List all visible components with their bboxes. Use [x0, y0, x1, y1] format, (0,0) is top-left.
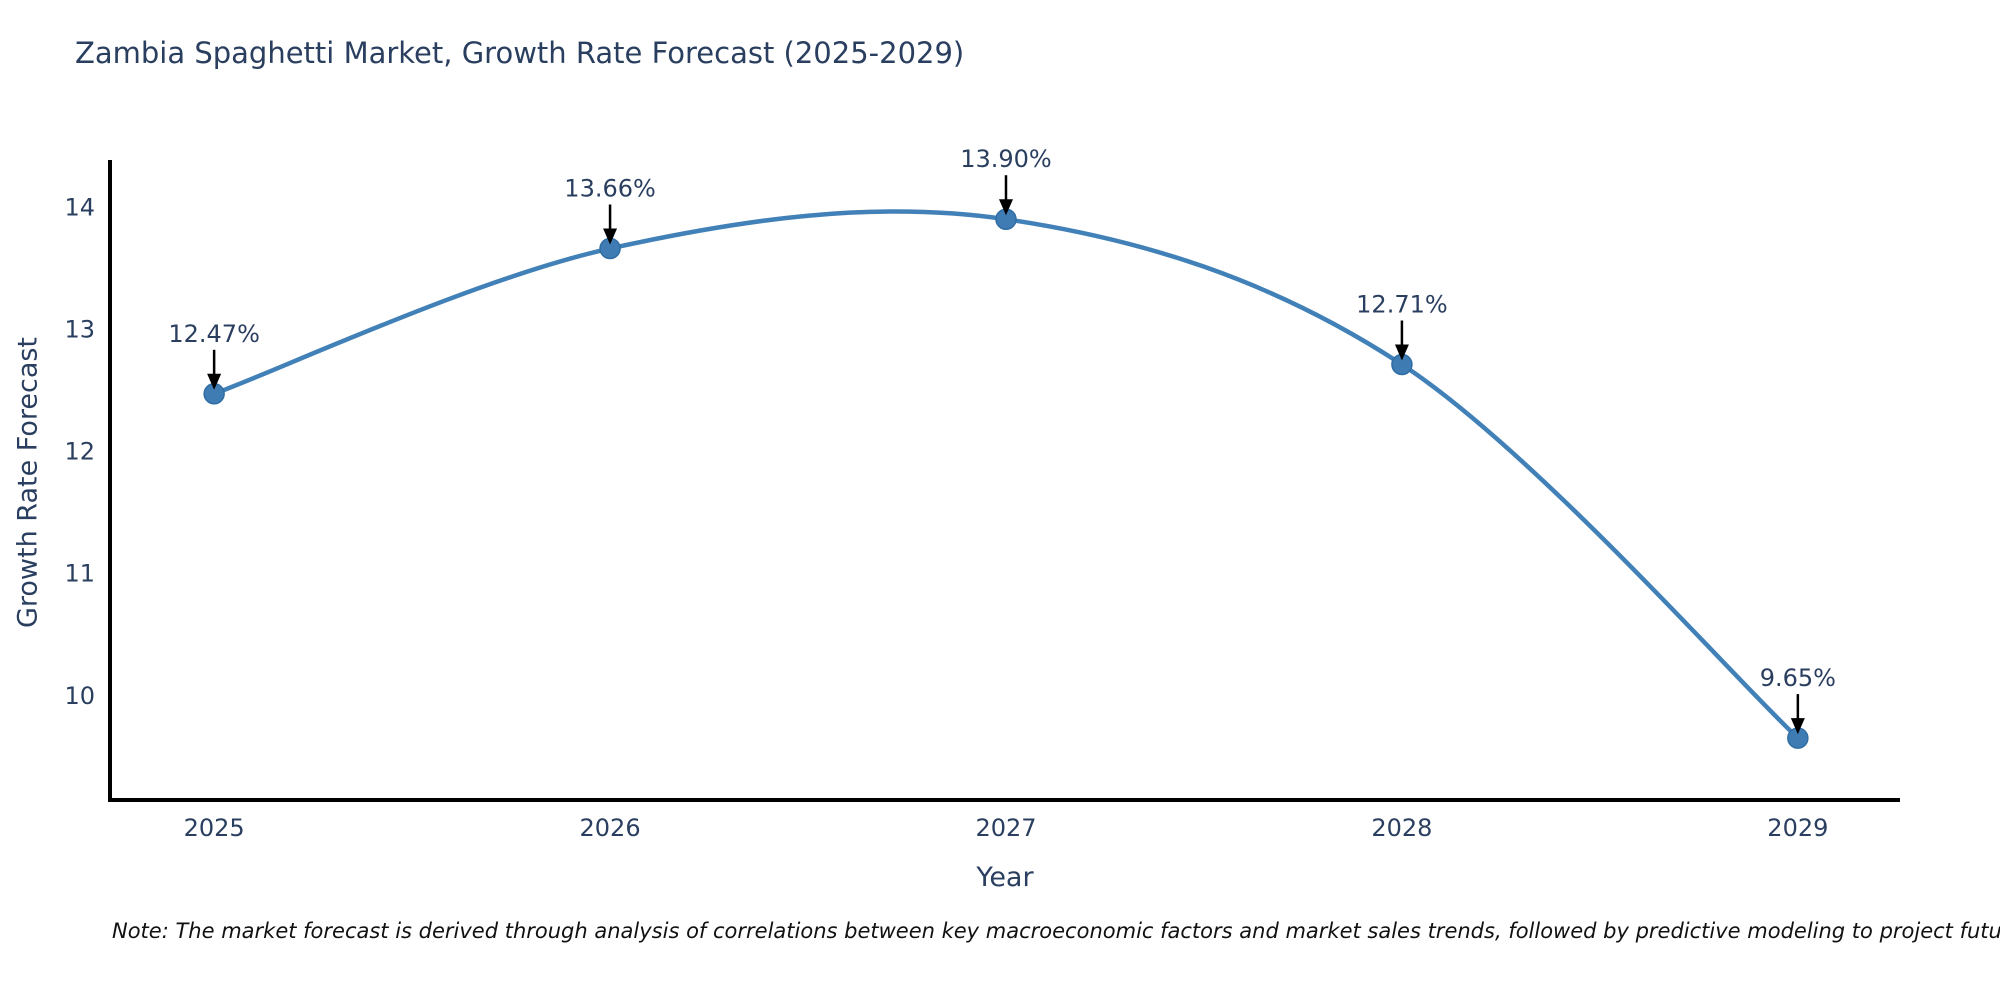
y-tick-label: 10 — [64, 682, 95, 710]
footnote: Note: The market forecast is derived thr… — [112, 919, 2000, 943]
x-tick-label: 2027 — [975, 814, 1036, 842]
annotation-label: 13.90% — [960, 145, 1052, 173]
axis-lines — [108, 160, 1900, 802]
annotation-label: 12.71% — [1356, 291, 1448, 319]
annotation-label: 13.66% — [564, 175, 656, 203]
annotation-label: 9.65% — [1760, 664, 1836, 692]
annotation-arrowhead — [998, 199, 1013, 216]
annotation-label: 12.47% — [168, 320, 260, 348]
y-tick-label: 12 — [64, 438, 95, 466]
annotation-arrowhead — [207, 373, 222, 390]
annotation-arrowhead — [1790, 718, 1805, 735]
x-axis-title: Year — [976, 862, 1034, 893]
y-tick-label: 14 — [64, 193, 95, 221]
y-axis-title: Growth Rate Forecast — [12, 336, 44, 629]
chart-title: Zambia Spaghetti Market, Growth Rate For… — [75, 36, 965, 70]
x-tick-label: 2026 — [580, 814, 641, 842]
y-tick-label: 11 — [64, 560, 95, 588]
x-tick-label: 2028 — [1371, 814, 1432, 842]
x-tick-label: 2029 — [1767, 814, 1828, 842]
trend-line — [211, 209, 1801, 741]
y-tick-label: 13 — [64, 315, 95, 343]
annotation-arrowhead — [1394, 344, 1409, 361]
annotation-arrowhead — [603, 228, 618, 245]
x-tick-label: 2025 — [184, 814, 245, 842]
